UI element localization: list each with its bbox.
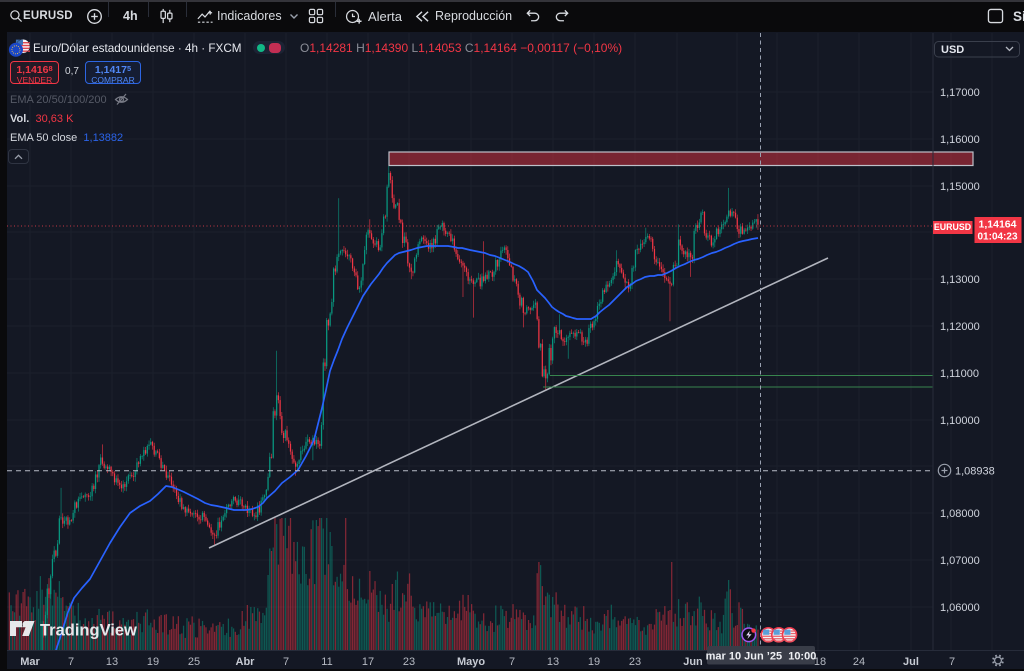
svg-text:TradingView: TradingView bbox=[40, 622, 137, 640]
svg-text:13: 13 bbox=[547, 656, 559, 668]
svg-text:1,13000: 1,13000 bbox=[940, 274, 980, 286]
svg-text:1,14164: 1,14164 bbox=[979, 219, 1017, 231]
svg-text:23: 23 bbox=[629, 656, 641, 668]
svg-text:1,10000: 1,10000 bbox=[940, 415, 980, 427]
svg-text:18: 18 bbox=[814, 656, 826, 668]
svg-text:Mayo: Mayo bbox=[457, 656, 485, 668]
svg-text:1,07000: 1,07000 bbox=[940, 555, 980, 567]
svg-text:19: 19 bbox=[147, 656, 159, 668]
svg-text:25: 25 bbox=[188, 656, 200, 668]
svg-text:Jun: Jun bbox=[683, 656, 703, 668]
svg-text:7: 7 bbox=[509, 656, 515, 668]
svg-text:1,11000: 1,11000 bbox=[940, 368, 979, 380]
svg-text:1,06000: 1,06000 bbox=[940, 602, 980, 614]
svg-text:mar 10 Jun ’25 10:00: mar 10 Jun ’25 10:00 bbox=[706, 651, 817, 663]
svg-text:17: 17 bbox=[362, 656, 374, 668]
svg-text:7: 7 bbox=[68, 656, 74, 668]
svg-text:13: 13 bbox=[106, 656, 118, 668]
svg-text:1,08938: 1,08938 bbox=[955, 466, 995, 478]
svg-text:1,12000: 1,12000 bbox=[940, 321, 980, 333]
svg-text:1,08000: 1,08000 bbox=[940, 508, 980, 520]
svg-text:1,15000: 1,15000 bbox=[940, 181, 980, 193]
svg-text:USD: USD bbox=[941, 44, 964, 56]
svg-text:7: 7 bbox=[949, 656, 955, 668]
svg-text:7: 7 bbox=[283, 656, 289, 668]
svg-text:Abr: Abr bbox=[236, 656, 256, 668]
svg-text:1,17000: 1,17000 bbox=[940, 87, 980, 99]
svg-text:1,16000: 1,16000 bbox=[940, 134, 980, 146]
svg-text:Jul: Jul bbox=[903, 656, 919, 668]
svg-text:01:04:23: 01:04:23 bbox=[977, 232, 1017, 243]
svg-text:Mar: Mar bbox=[20, 656, 40, 668]
svg-text:EURUSD: EURUSD bbox=[934, 222, 971, 232]
svg-text:24: 24 bbox=[853, 656, 865, 668]
svg-text:19: 19 bbox=[588, 656, 600, 668]
svg-text:23: 23 bbox=[403, 656, 415, 668]
svg-text:11: 11 bbox=[321, 656, 332, 668]
